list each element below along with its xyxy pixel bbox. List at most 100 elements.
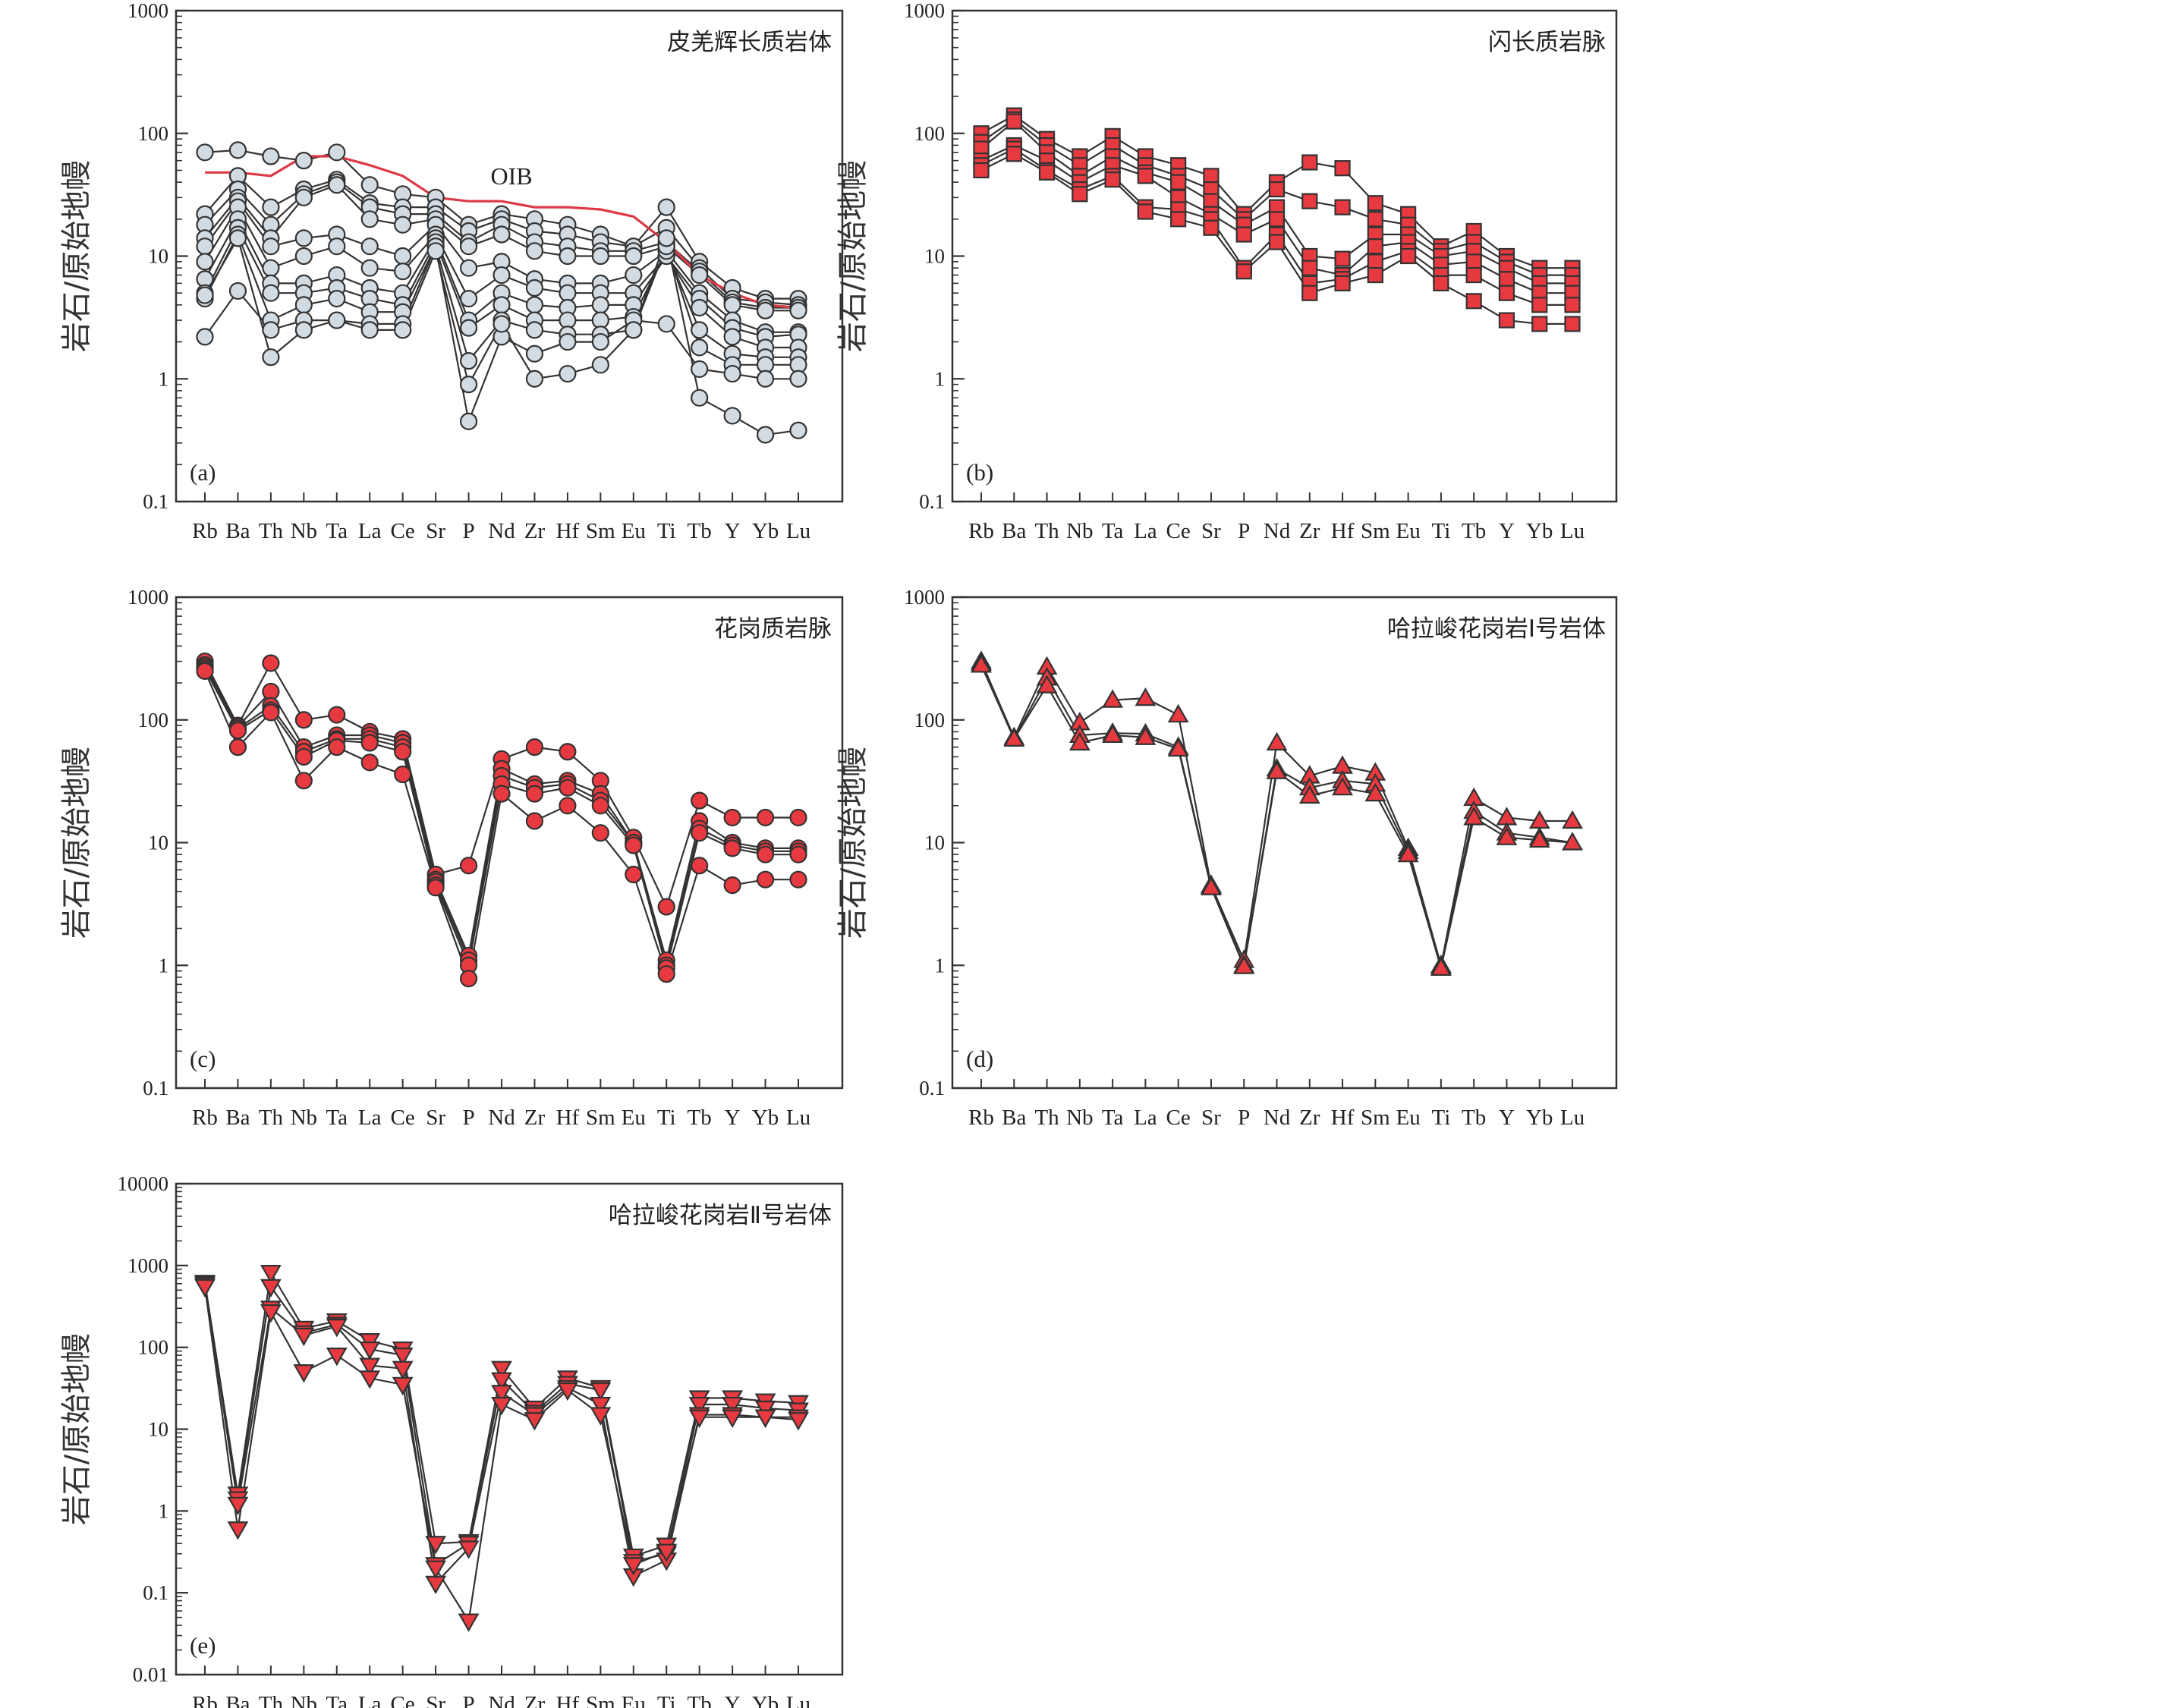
data-point [294, 772, 313, 790]
x-tick-label: Ti [657, 1692, 676, 1708]
x-tick-label: Sm [586, 519, 615, 543]
data-point [691, 338, 709, 357]
data-point [525, 242, 544, 260]
data-point [591, 824, 609, 842]
data-point [688, 1409, 710, 1428]
x-tick-label: P [1238, 1106, 1250, 1130]
data-point [294, 229, 313, 247]
data-point [525, 344, 544, 363]
x-tick-label: P [1238, 519, 1250, 543]
x-tick-label: Nd [488, 1106, 515, 1130]
x-tick-label: Sm [586, 1106, 615, 1130]
data-point [1531, 297, 1548, 313]
x-tick-label: Nb [291, 1692, 317, 1708]
data-point [971, 654, 992, 673]
panel-label: (e) [190, 1632, 216, 1659]
data-point [293, 1364, 315, 1383]
data-point [1201, 876, 1222, 895]
data-point [294, 711, 313, 729]
data-point [1167, 703, 1189, 723]
x-tick-label: Eu [622, 519, 646, 543]
data-point [392, 1360, 414, 1379]
panel-label: (c) [190, 1046, 216, 1072]
y-tick-label: 10 [148, 1418, 168, 1441]
data-point [228, 722, 247, 740]
x-tick-label: Lu [1560, 1106, 1585, 1130]
data-point [789, 370, 807, 388]
x-tick-label: Nd [488, 1692, 515, 1708]
data-point [591, 296, 609, 314]
x-tick-label: Ba [225, 1106, 250, 1130]
data-point [260, 1304, 282, 1323]
x-tick-label: Yb [752, 1106, 779, 1130]
data-point [326, 1348, 348, 1367]
x-tick-label: Eu [1396, 1106, 1421, 1130]
data-point [656, 1543, 678, 1562]
x-tick-label: Tb [1462, 1106, 1486, 1130]
data-point [1104, 171, 1121, 188]
data-point [1038, 164, 1056, 181]
panel-title: 皮羌辉长质岩体 [667, 29, 832, 56]
data-point [1301, 193, 1318, 209]
data-point [691, 321, 709, 339]
data-point [688, 1396, 710, 1416]
data-point [1266, 760, 1288, 779]
data-point [228, 738, 247, 756]
data-point [425, 1536, 447, 1555]
y-tick-label: 10 [924, 832, 945, 854]
data-point [491, 1372, 512, 1391]
x-tick-label: Yb [752, 519, 779, 543]
data-point [262, 348, 280, 366]
y-axis-title: 岩石/原始地幔 [59, 1333, 94, 1525]
x-tick-label: Ta [326, 1692, 348, 1708]
y-tick-label: 100 [914, 709, 946, 731]
data-point [328, 176, 346, 194]
data-point [392, 1348, 414, 1367]
data-point [1367, 238, 1383, 255]
x-tick-label: Sr [1201, 519, 1221, 543]
data-point [1235, 226, 1252, 243]
data-point [459, 319, 478, 337]
panel-label: (d) [966, 1046, 993, 1072]
y-tick-label: 0.1 [919, 490, 945, 513]
data-point [1531, 316, 1548, 332]
x-tick-label: Tb [1462, 519, 1486, 543]
data-point [756, 808, 775, 827]
data-point [493, 785, 511, 803]
data-point [1072, 186, 1088, 203]
data-point [1367, 253, 1383, 270]
x-tick-label: Y [725, 1692, 741, 1708]
data-point [556, 1382, 578, 1401]
data-point [559, 247, 577, 266]
data-point [691, 298, 709, 317]
data-point [394, 263, 412, 281]
data-point [359, 1341, 381, 1360]
data-point [657, 198, 675, 216]
data-point [591, 332, 609, 351]
chart-panel-a: 0.1 1 10 100 1000 Rb Ba Th Nb Ta La Ce Sr P Nd Zr Hf Sm Eu… [59, 0, 844, 543]
y-axis-title: 岩石/原始地幔 [836, 747, 870, 939]
data-point [559, 779, 577, 797]
data-point [227, 1496, 249, 1516]
data-point [493, 315, 511, 333]
x-tick-label: Th [259, 1106, 284, 1130]
data-point [1268, 181, 1286, 198]
data-point [196, 237, 214, 256]
x-tick-label: Rb [192, 519, 218, 543]
data-point [1301, 154, 1318, 171]
data-point [722, 1396, 744, 1416]
data-point [754, 1409, 776, 1428]
x-tick-label: Rb [192, 1692, 218, 1708]
data-point [1463, 807, 1485, 826]
plot-frame [175, 9, 844, 503]
data-point [625, 836, 643, 854]
x-tick-label: Hf [556, 519, 580, 543]
data-point [360, 321, 379, 339]
y-tick-label: 1 [159, 1499, 169, 1522]
data-point [525, 296, 544, 314]
x-tick-label: Hf [1331, 519, 1355, 543]
data-point [1102, 689, 1124, 708]
series-line [204, 666, 798, 966]
data-point [756, 370, 775, 388]
data-point [196, 253, 214, 271]
